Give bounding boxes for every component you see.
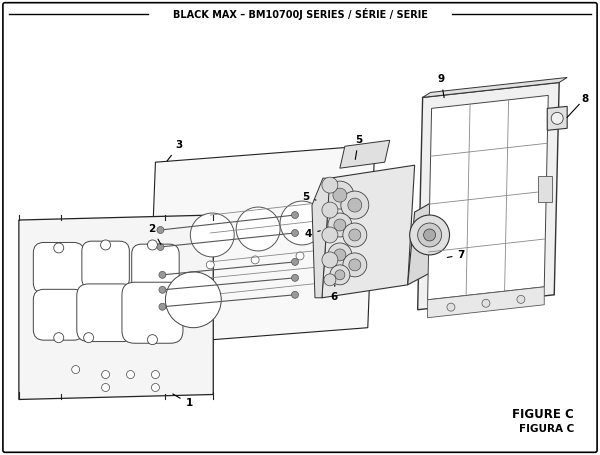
Circle shape: [71, 365, 80, 374]
Polygon shape: [418, 82, 559, 310]
FancyBboxPatch shape: [538, 176, 552, 202]
Circle shape: [159, 303, 166, 310]
Circle shape: [328, 213, 352, 237]
Polygon shape: [340, 140, 390, 168]
Polygon shape: [547, 106, 567, 130]
Circle shape: [292, 274, 299, 281]
Circle shape: [410, 215, 449, 255]
Polygon shape: [148, 145, 375, 344]
Circle shape: [157, 243, 164, 250]
Circle shape: [326, 181, 354, 209]
Circle shape: [251, 256, 259, 264]
Polygon shape: [428, 96, 548, 300]
Circle shape: [349, 259, 361, 271]
Circle shape: [517, 295, 525, 303]
Circle shape: [349, 229, 361, 241]
Text: 5: 5: [302, 192, 316, 202]
Circle shape: [340, 246, 348, 254]
Circle shape: [166, 272, 221, 328]
Circle shape: [322, 177, 338, 193]
FancyBboxPatch shape: [122, 282, 183, 343]
Circle shape: [324, 274, 336, 286]
FancyBboxPatch shape: [3, 3, 597, 452]
Circle shape: [341, 191, 369, 219]
Circle shape: [330, 265, 350, 285]
FancyBboxPatch shape: [77, 284, 134, 342]
Text: 7: 7: [447, 250, 465, 260]
Circle shape: [159, 286, 166, 293]
Polygon shape: [407, 195, 445, 285]
Polygon shape: [428, 287, 544, 318]
Circle shape: [206, 261, 214, 269]
Circle shape: [292, 291, 299, 298]
FancyBboxPatch shape: [132, 244, 179, 292]
Circle shape: [151, 370, 160, 379]
Text: 4: 4: [305, 229, 320, 239]
Circle shape: [323, 195, 367, 239]
Circle shape: [482, 299, 490, 307]
Text: FIGURE C: FIGURE C: [512, 408, 574, 421]
Text: 1: 1: [173, 394, 193, 409]
Circle shape: [551, 112, 563, 124]
Circle shape: [343, 223, 367, 247]
Polygon shape: [19, 215, 213, 399]
Circle shape: [101, 384, 110, 391]
Circle shape: [424, 229, 436, 241]
Text: 6: 6: [330, 285, 337, 302]
Circle shape: [236, 207, 280, 251]
Circle shape: [148, 240, 157, 250]
Polygon shape: [312, 178, 330, 298]
Circle shape: [54, 243, 64, 253]
Circle shape: [322, 202, 338, 218]
Circle shape: [334, 249, 346, 261]
Circle shape: [54, 333, 64, 343]
Circle shape: [292, 212, 299, 218]
Circle shape: [101, 370, 110, 379]
Circle shape: [447, 303, 455, 311]
Circle shape: [292, 258, 299, 265]
Text: 5: 5: [355, 135, 362, 159]
Polygon shape: [422, 77, 567, 97]
Text: FIGURA C: FIGURA C: [519, 425, 574, 435]
Circle shape: [328, 243, 352, 267]
Circle shape: [159, 271, 166, 278]
Circle shape: [157, 227, 164, 233]
Circle shape: [148, 335, 157, 344]
Text: 8: 8: [581, 94, 589, 104]
Circle shape: [296, 252, 304, 260]
Circle shape: [335, 270, 345, 280]
FancyBboxPatch shape: [34, 243, 84, 293]
Polygon shape: [322, 165, 415, 298]
Circle shape: [322, 252, 338, 268]
FancyBboxPatch shape: [82, 241, 130, 288]
Circle shape: [343, 253, 367, 277]
Text: 9: 9: [437, 75, 445, 98]
Circle shape: [190, 213, 234, 257]
Circle shape: [334, 219, 346, 231]
Circle shape: [83, 333, 94, 343]
Text: 3: 3: [167, 140, 182, 161]
Circle shape: [292, 229, 299, 237]
Circle shape: [101, 240, 110, 250]
Text: BLACK MAX – BM10700J SERIES / SÉRIE / SERIE: BLACK MAX – BM10700J SERIES / SÉRIE / SE…: [173, 8, 427, 20]
Circle shape: [418, 223, 442, 247]
FancyBboxPatch shape: [34, 289, 84, 340]
Circle shape: [127, 370, 134, 379]
Circle shape: [348, 198, 362, 212]
Circle shape: [333, 188, 347, 202]
Text: 2: 2: [148, 224, 161, 244]
Circle shape: [322, 227, 338, 243]
Circle shape: [280, 201, 324, 245]
Circle shape: [151, 384, 160, 391]
